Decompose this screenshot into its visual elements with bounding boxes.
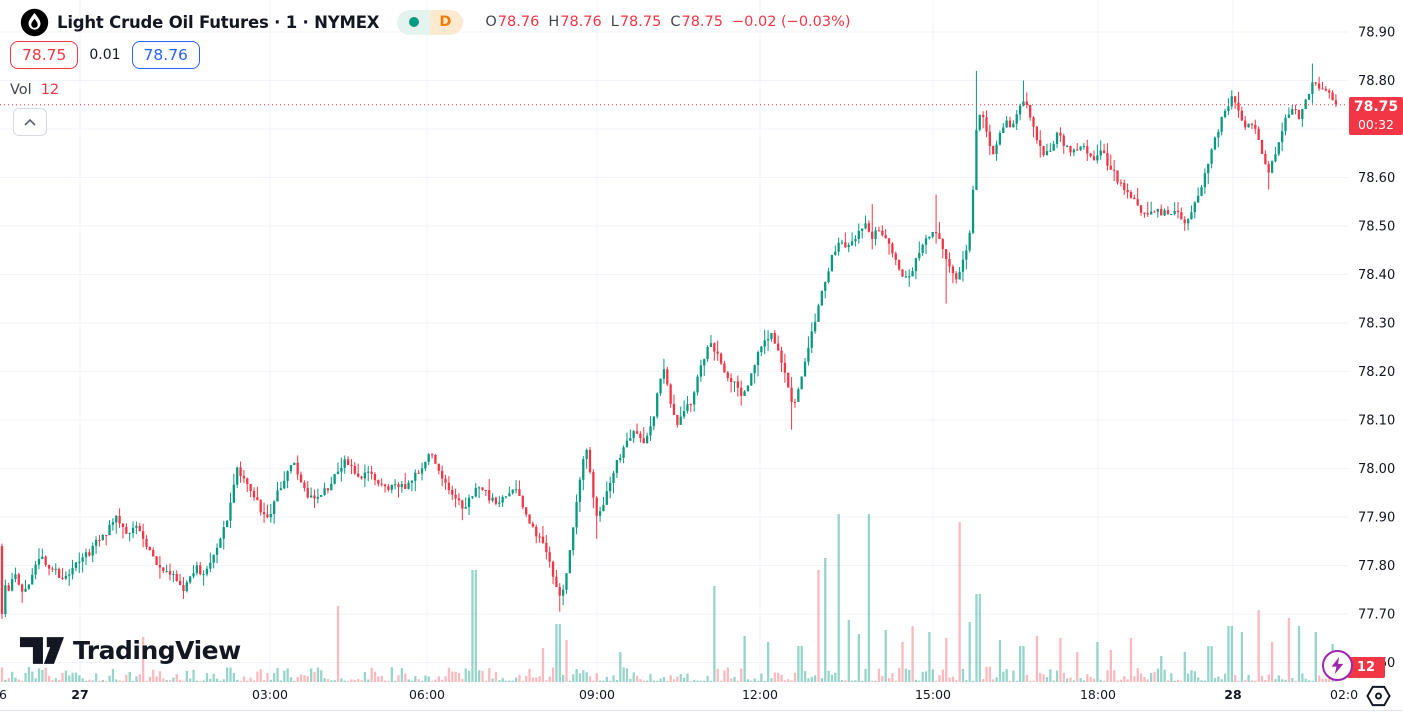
tradingview-watermark[interactable]: TradingView [20, 636, 241, 665]
symbol-logo-oil-drop-icon [20, 8, 49, 36]
axis-settings-button[interactable] [1363, 684, 1393, 708]
svg-text:78.00: 78.00 [1358, 462, 1395, 477]
last-price-value: 78.75 [1353, 99, 1399, 116]
svg-text:06:00: 06:00 [409, 687, 445, 702]
low-label: L [610, 14, 619, 30]
close-label: C [670, 14, 681, 30]
chevron-up-icon [24, 118, 36, 126]
time-axis-labels: 6 27 03:00 06:00 09:00 12:00 15:00 18:00 28 02:0 [0, 687, 1358, 702]
svg-text:28: 28 [1224, 687, 1241, 702]
svg-text:02:0: 02:0 [1330, 687, 1358, 702]
svg-text:77.80: 77.80 [1358, 559, 1395, 574]
svg-text:09:00: 09:00 [579, 687, 615, 702]
market-status-interval-pill[interactable]: D [397, 9, 464, 35]
volume-value: 12 [40, 82, 60, 98]
svg-text:15:00: 15:00 [915, 687, 951, 702]
time-axis-panel[interactable] [0, 682, 1403, 715]
svg-text:18:00: 18:00 [1080, 687, 1116, 702]
svg-text:78.80: 78.80 [1358, 74, 1395, 89]
gridlines [0, 0, 1348, 682]
market-open-dot-icon [409, 17, 420, 27]
svg-text:03:00: 03:00 [252, 687, 288, 702]
volume-axis-badge: 12 [1347, 657, 1386, 678]
bid-ask-row: 78.75 0.01 78.76 [10, 41, 200, 69]
volume-series [0, 514, 1338, 682]
svg-text:12:00: 12:00 [742, 687, 778, 702]
last-price-axis-badge: 78.75 00:32 [1349, 97, 1403, 135]
svg-text:6: 6 [0, 687, 7, 702]
tradingview-logo-icon [20, 637, 64, 664]
high-value: 78.76 [560, 14, 602, 30]
svg-text:78.40: 78.40 [1358, 268, 1395, 283]
bar-countdown: 00:32 [1357, 116, 1395, 132]
svg-text:27: 27 [71, 687, 88, 702]
open-label: O [485, 14, 497, 30]
high-label: H [548, 14, 560, 30]
svg-text:78.10: 78.10 [1358, 414, 1395, 429]
close-value: 78.75 [681, 14, 723, 30]
sell-price-button[interactable]: 78.75 [10, 41, 79, 69]
svg-text:78.60: 78.60 [1358, 171, 1395, 186]
change-value: −0.02 (−0.03%) [731, 14, 851, 30]
svg-text:78.50: 78.50 [1358, 220, 1395, 235]
interval-badge: D [430, 9, 464, 35]
spread-value: 0.01 [89, 47, 121, 63]
svg-text:78.90: 78.90 [1358, 26, 1395, 41]
tradingview-watermark-label: TradingView [73, 636, 241, 665]
instant-trading-button[interactable] [1322, 650, 1353, 681]
svg-text:78.30: 78.30 [1358, 317, 1395, 332]
svg-text:78.20: 78.20 [1358, 365, 1395, 380]
candlestick-series [0, 63, 1338, 619]
volume-label: Vol [10, 82, 32, 98]
collapse-panel-button[interactable] [13, 108, 47, 136]
svg-text:77.70: 77.70 [1358, 608, 1395, 623]
ohlc-readout: O 78.76 H 78.76 L 78.75 C 78.75 −0.02 (−0.03… [485, 14, 850, 30]
hexagon-dot-icon [1365, 685, 1391, 707]
symbol-title[interactable]: Light Crude Oil Futures · 1 · NYMEX [57, 12, 380, 32]
buy-price-button[interactable]: 78.76 [131, 41, 200, 69]
low-value: 78.75 [619, 14, 662, 30]
open-value: 78.76 [497, 14, 540, 30]
volume-readout: Vol 12 [10, 82, 59, 98]
lightning-bolt-icon [1331, 657, 1344, 674]
svg-text:77.90: 77.90 [1358, 511, 1395, 526]
